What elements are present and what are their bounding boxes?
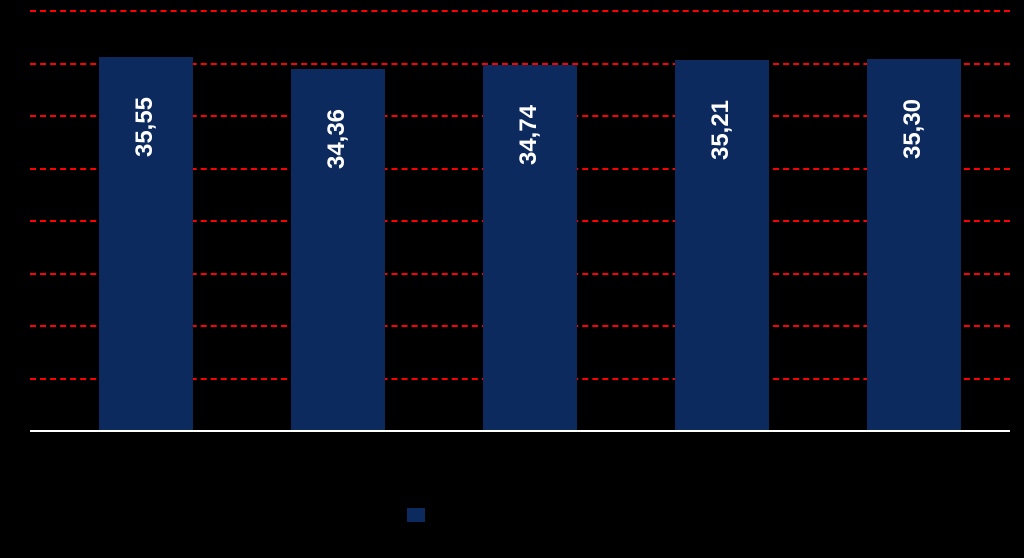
bar-value-label: 34,36 xyxy=(323,89,353,189)
bar-value-label: 34,74 xyxy=(515,85,545,185)
legend xyxy=(0,506,1024,524)
plot-area: 35,55 34,36 34,74 35,21 35,30 xyxy=(30,10,1010,430)
bar-value-label: 35,55 xyxy=(131,77,161,177)
bar-chart: 35,55 34,36 34,74 35,21 35,30 xyxy=(30,10,1010,440)
bar-value-label: 35,30 xyxy=(899,79,929,179)
x-axis-baseline xyxy=(30,430,1010,432)
bar-value-label: 35,21 xyxy=(707,80,737,180)
legend-swatch xyxy=(407,508,425,522)
gridline xyxy=(30,10,1010,12)
